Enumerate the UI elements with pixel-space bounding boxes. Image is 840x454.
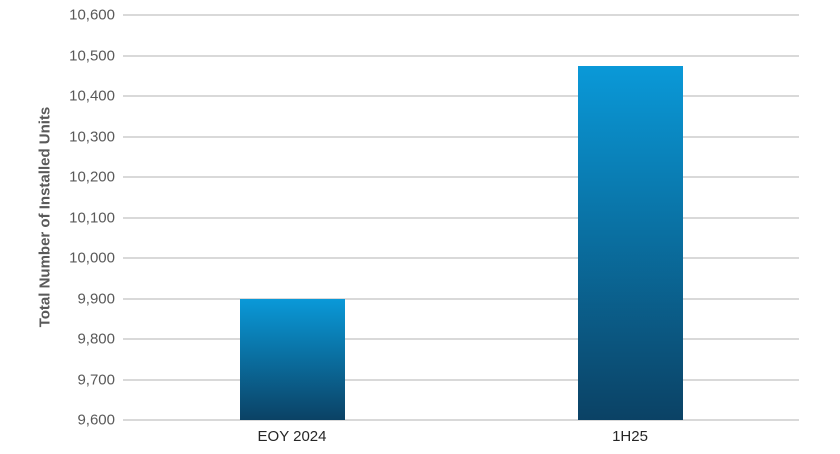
gridline	[123, 257, 799, 259]
x-tick-label: EOY 2024	[257, 428, 327, 445]
y-tick-label: 9,900	[77, 290, 115, 307]
y-tick-label: 10,000	[69, 249, 115, 267]
x-tick-label: 1H25	[612, 428, 648, 445]
bar-eoy-2024	[239, 298, 345, 420]
y-tick-label: 10,600	[69, 6, 115, 24]
y-tick-label: 10,300	[69, 128, 115, 145]
gridline	[123, 54, 799, 57]
y-tick-label: 9,700	[77, 371, 115, 388]
gridline	[123, 378, 799, 381]
y-tick-label: 10,100	[69, 209, 115, 226]
y-tick-label: 10,400	[69, 87, 115, 105]
gridline	[123, 338, 799, 340]
gridline	[123, 176, 799, 178]
x-axis-labels: EOY 2024 1H25	[123, 428, 799, 450]
gridline	[123, 95, 799, 97]
gridline	[123, 297, 799, 300]
bar-1h25	[577, 65, 683, 420]
gridline	[123, 419, 799, 421]
gridline	[123, 135, 799, 138]
gridline	[123, 216, 799, 219]
y-tick-label: 10,500	[69, 47, 115, 64]
y-axis-labels: 10,600 10,500 10,400 10,300 10,200 10,100 10,0…	[0, 7, 115, 429]
plot-area	[123, 14, 799, 421]
y-tick-label: 9,600	[77, 411, 115, 429]
gridline	[123, 14, 799, 16]
y-tick-label: 10,200	[69, 168, 115, 186]
y-tick-label: 9,800	[77, 330, 115, 348]
